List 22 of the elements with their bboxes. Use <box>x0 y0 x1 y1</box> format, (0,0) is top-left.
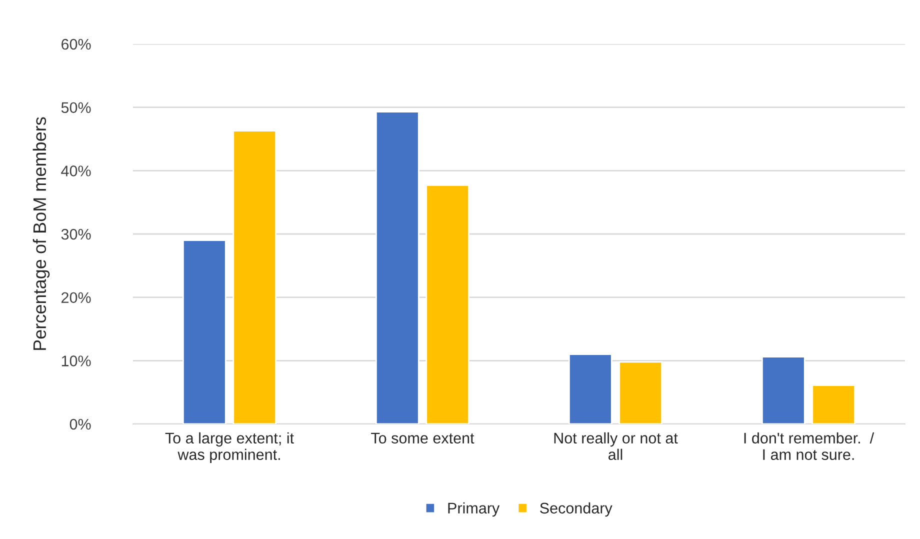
y-tick-label: 40% <box>61 166 91 176</box>
y-tick-label: 60% <box>62 38 91 50</box>
x-tick-label: To some extent <box>371 432 474 444</box>
bar <box>426 184 470 424</box>
y-tick-label: 30% <box>61 228 91 240</box>
y-tick-label: 20% <box>62 292 91 304</box>
y-tick-label: 0% <box>70 418 91 430</box>
bar <box>375 111 420 424</box>
y-tick-label: 50% <box>61 102 91 114</box>
legend-label: Primary <box>448 502 500 517</box>
x-tick-label: Not really or not at all <box>554 432 678 460</box>
x-tick-label: I don't remember. / I am not sure. <box>744 432 874 460</box>
x-tick-label: To a large extent; it was prominent. <box>165 432 294 464</box>
bar <box>761 356 806 424</box>
bar <box>232 130 277 424</box>
y-axis-title: Percentage of BoM members <box>32 117 50 350</box>
bar <box>568 354 612 424</box>
bar <box>812 384 856 424</box>
bar <box>618 361 663 424</box>
legend-label: Secondary <box>540 502 612 517</box>
y-tick-label: 10% <box>62 356 91 366</box>
bar <box>182 240 226 424</box>
